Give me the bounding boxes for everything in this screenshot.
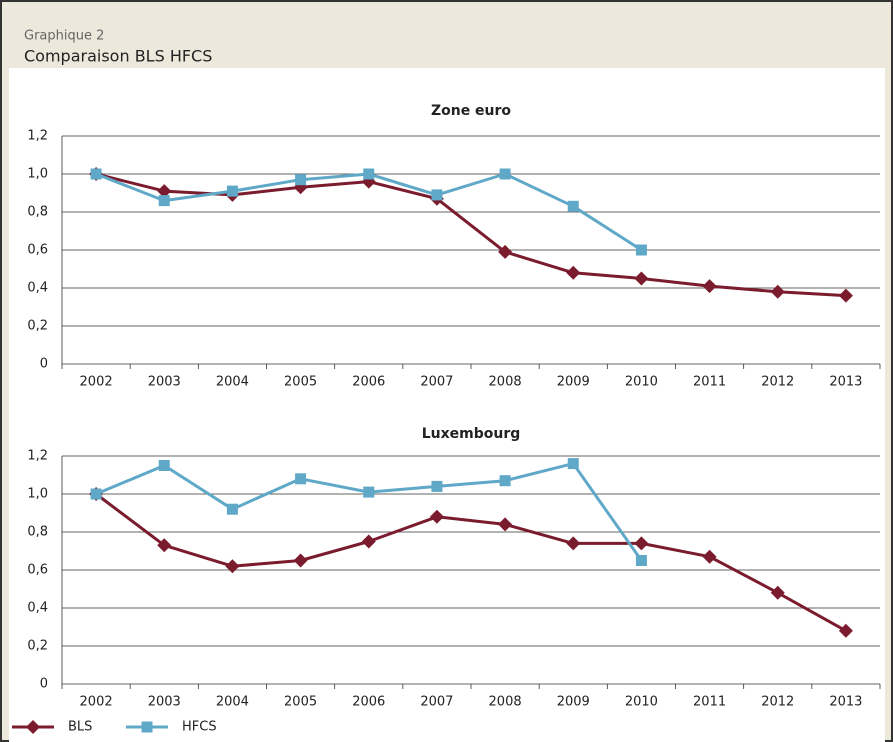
data-point — [838, 623, 853, 638]
data-point — [431, 189, 443, 201]
x-tick-label: 2011 — [693, 695, 726, 710]
data-point — [361, 534, 376, 549]
data-point — [225, 559, 240, 574]
x-tick-label: 2013 — [829, 695, 862, 710]
data-point — [838, 288, 853, 303]
data-point — [363, 168, 375, 180]
data-point — [90, 168, 102, 180]
x-tick-label: 2010 — [625, 695, 658, 710]
x-tick-label: 2013 — [829, 375, 862, 390]
x-tick-label: 2008 — [489, 695, 522, 710]
data-point — [634, 536, 649, 551]
data-point — [226, 503, 238, 515]
x-tick-label: 2012 — [761, 695, 794, 710]
data-point — [770, 284, 785, 299]
y-tick-label: 0,8 — [27, 525, 48, 540]
x-tick-label: 2009 — [557, 375, 590, 390]
legend-marker — [26, 720, 40, 734]
x-tick-label: 2007 — [420, 695, 453, 710]
y-tick-label: 0,4 — [27, 601, 48, 616]
chart-panel — [9, 68, 885, 742]
y-tick-label: 1,2 — [27, 449, 48, 464]
data-point — [770, 585, 785, 600]
x-tick-label: 2005 — [284, 695, 317, 710]
data-point — [431, 480, 443, 492]
x-tick-label: 2004 — [216, 375, 249, 390]
data-point — [499, 475, 511, 487]
y-tick-label: 0 — [40, 677, 48, 692]
x-tick-label: 2007 — [420, 375, 453, 390]
y-tick-label: 0,2 — [27, 319, 48, 334]
y-tick-label: 1,0 — [27, 167, 48, 182]
x-tick-label: 2003 — [148, 375, 181, 390]
y-tick-label: 0 — [40, 357, 48, 372]
x-tick-label: 2002 — [80, 695, 113, 710]
data-point — [295, 174, 307, 186]
chart-title: Zone euro — [431, 103, 511, 119]
y-tick-label: 0,8 — [27, 205, 48, 220]
y-tick-label: 0,2 — [27, 639, 48, 654]
y-tick-label: 0,6 — [27, 243, 48, 258]
x-tick-label: 2012 — [761, 375, 794, 390]
legend-label: HFCS — [182, 720, 217, 735]
data-point — [293, 553, 308, 568]
data-point — [635, 555, 647, 566]
series-line — [95, 172, 847, 298]
x-tick-label: 2008 — [489, 375, 522, 390]
data-point — [226, 185, 238, 197]
data-point — [635, 244, 647, 256]
y-tick-label: 0,6 — [27, 563, 48, 578]
y-tick-label: 1,2 — [27, 129, 48, 144]
x-tick-label: 2011 — [693, 375, 726, 390]
data-point — [429, 509, 444, 524]
legend-label: BLS — [68, 720, 92, 735]
legend-marker — [141, 721, 153, 733]
data-point — [157, 184, 172, 199]
x-tick-label: 2009 — [557, 695, 590, 710]
figure-title: Comparaison BLS HFCS — [24, 47, 212, 66]
data-point — [567, 200, 579, 212]
data-point — [634, 271, 649, 286]
data-point — [702, 549, 717, 564]
series-line — [95, 492, 847, 633]
data-point — [363, 486, 375, 498]
y-tick-label: 0,4 — [27, 281, 48, 296]
data-point — [295, 473, 307, 485]
data-point — [566, 536, 581, 551]
x-tick-label: 2005 — [284, 375, 317, 390]
x-tick-label: 2006 — [352, 695, 385, 710]
x-tick-label: 2010 — [625, 375, 658, 390]
data-point — [157, 538, 172, 553]
data-point — [499, 168, 511, 180]
data-point — [567, 458, 579, 470]
data-point — [90, 488, 102, 500]
data-point — [566, 265, 581, 280]
chart-title: Luxembourg — [422, 426, 521, 442]
x-tick-label: 2002 — [80, 375, 113, 390]
x-tick-label: 2004 — [216, 695, 249, 710]
data-point — [498, 517, 513, 532]
data-point — [158, 460, 170, 471]
data-point — [158, 195, 170, 207]
data-point — [702, 279, 717, 294]
y-tick-label: 1,0 — [27, 487, 48, 502]
x-tick-label: 2006 — [352, 375, 385, 390]
data-point — [498, 244, 513, 259]
figure-label: Graphique 2 — [24, 29, 104, 44]
x-tick-label: 2003 — [148, 695, 181, 710]
